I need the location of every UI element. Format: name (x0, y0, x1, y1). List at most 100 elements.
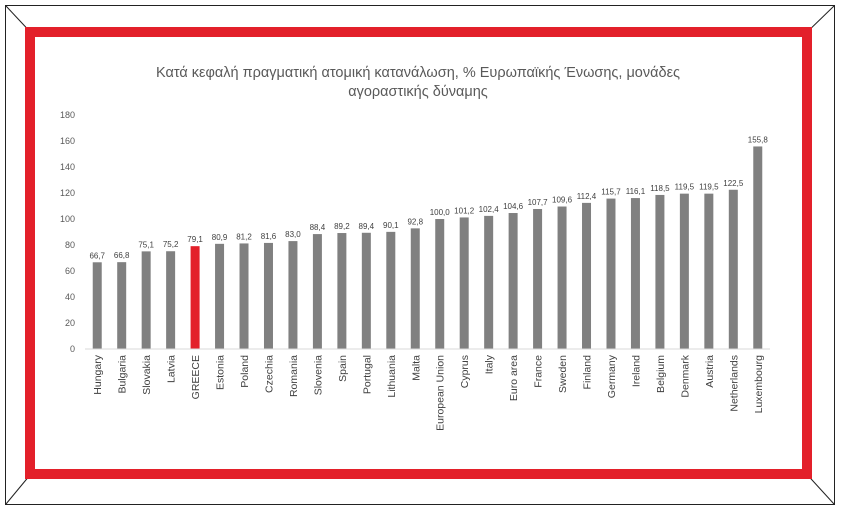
x-tick-label: Latvia (166, 355, 178, 383)
bar-bulgaria (117, 262, 127, 349)
bar-sweden (557, 206, 567, 349)
x-tick-label: Slovenia (312, 355, 324, 395)
data-label: 88,4 (310, 223, 326, 232)
data-label: 107,7 (528, 198, 549, 207)
bar-denmark (679, 193, 689, 349)
bar-slovenia (312, 234, 322, 349)
x-tick-label: Ireland (630, 355, 642, 387)
bar-germany (606, 198, 616, 349)
y-axis: 0 20 40 60 80 100 120 140 160 180 (60, 110, 75, 354)
data-label: 119,5 (675, 183, 695, 192)
bar-cyprus (459, 217, 469, 349)
data-label: 100,0 (430, 208, 451, 217)
data-label: 75,1 (138, 240, 154, 249)
x-tick-label: European Union (435, 355, 447, 431)
data-label: 79,1 (187, 235, 203, 244)
data-label: 89,4 (359, 222, 375, 231)
bars (92, 146, 763, 349)
bar-euro-area (508, 213, 518, 349)
data-label: 75,2 (163, 240, 179, 249)
x-tick-label: Bulgaria (117, 355, 129, 394)
x-tick-label: Belgium (655, 355, 667, 393)
x-tick-label: Netherlands (728, 355, 740, 412)
x-tick-label: Romania (288, 355, 300, 397)
bar-romania (288, 241, 298, 349)
y-tick-label: 20 (65, 318, 75, 328)
y-tick-label: 80 (65, 240, 75, 250)
y-tick-label: 160 (60, 136, 75, 146)
chart-title-line-2: αγοραστικής δύναμης (348, 84, 488, 100)
y-tick-label: 180 (60, 110, 75, 120)
x-tick-label: Hungary (92, 354, 104, 394)
x-tick-label: Malta (410, 355, 422, 381)
x-tick-label: Portugal (361, 355, 373, 394)
data-labels: 66,7 66,8 75,1 75,2 79,1 80,9 81,2 81,6 83,0 88,4… (89, 135, 768, 260)
data-label: 119,5 (699, 183, 719, 192)
x-tick-label: Estonia (215, 355, 227, 390)
outer-frame (5, 5, 835, 505)
bar-portugal (361, 232, 371, 349)
bar-netherlands (728, 189, 738, 349)
x-tick-label: Slovakia (141, 355, 153, 395)
bar-slovakia (141, 251, 151, 349)
x-tick-label: Germany (606, 354, 618, 398)
x-tick-label: Poland (239, 355, 251, 388)
bar-france (533, 208, 543, 349)
bar-luxembourg (753, 146, 763, 349)
y-tick-label: 60 (65, 266, 75, 276)
data-label: 66,7 (89, 251, 105, 260)
x-tick-label: Sweden (557, 355, 569, 393)
data-label: 122,5 (723, 179, 744, 188)
data-label: 66,8 (114, 251, 130, 260)
x-tick-label: Austria (704, 355, 716, 388)
x-axis: Hungary Bulgaria Slovakia Latvia GREECE Eston… (85, 348, 770, 431)
bar-latvia (166, 251, 176, 349)
x-tick-label: GREECE (190, 355, 202, 399)
data-label: 81,6 (261, 232, 277, 241)
x-tick-label: Luxembourg (753, 355, 765, 414)
data-label: 102,4 (479, 205, 500, 214)
bar-italy (484, 215, 494, 349)
y-tick-label: 0 (70, 344, 75, 354)
data-label: 80,9 (212, 233, 228, 242)
data-label: 90,1 (383, 221, 399, 230)
x-tick-label: Lithuania (386, 355, 398, 398)
data-label: 109,6 (552, 196, 573, 205)
x-tick-label: Euro area (508, 355, 520, 401)
bar-finland (582, 202, 592, 349)
data-label: 101,2 (454, 206, 475, 215)
x-tick-label: Spain (337, 355, 349, 382)
bar-czechia (263, 242, 273, 349)
data-label: 81,2 (236, 232, 252, 241)
bar-poland (239, 243, 249, 349)
x-tick-label: Cyprus (459, 355, 471, 388)
bar-greece (190, 246, 200, 349)
x-tick-label: Italy (484, 354, 496, 374)
x-tick-label: Denmark (679, 354, 691, 397)
data-label: 92,8 (407, 217, 423, 226)
bar-austria (704, 193, 714, 349)
y-tick-label: 140 (60, 162, 75, 172)
data-label: 83,0 (285, 230, 301, 239)
bar-hungary (92, 262, 102, 349)
x-tick-label: France (533, 355, 545, 388)
bar-european-union (435, 219, 445, 349)
bar-belgium (655, 194, 665, 349)
y-tick-label: 100 (60, 214, 75, 224)
data-label: 116,1 (626, 187, 646, 196)
x-tick-label: Finland (582, 355, 594, 390)
x-tick-label: Czechia (263, 355, 275, 393)
bar-estonia (215, 243, 225, 349)
data-label: 155,8 (748, 135, 769, 144)
bar-malta (410, 228, 420, 349)
bar-spain (337, 233, 347, 349)
data-label: 89,2 (334, 222, 350, 231)
data-label: 118,5 (650, 184, 670, 193)
data-label: 112,4 (577, 192, 597, 201)
data-label: 104,6 (503, 202, 524, 211)
chart-title-line-1: Κατά κεφαλή πραγματική ατομική κατανάλωσ… (156, 65, 680, 81)
y-tick-label: 40 (65, 292, 75, 302)
data-label: 115,7 (601, 188, 621, 197)
bar-ireland (630, 198, 640, 349)
